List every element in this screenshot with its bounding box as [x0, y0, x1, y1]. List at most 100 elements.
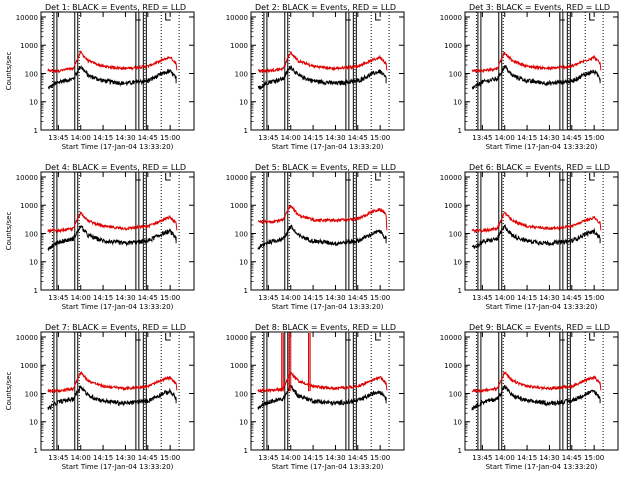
bracket-mark	[375, 333, 381, 341]
y-tick-label: 1000	[444, 362, 462, 370]
y-tick-label: 10	[29, 419, 38, 427]
x-tick-label: 14:15	[93, 294, 113, 302]
panel-title: Det 9: BLACK = Events, RED = LLD	[469, 323, 610, 332]
x-tick-label: 13:45	[472, 294, 492, 302]
lld-series	[471, 211, 602, 234]
panel-title: Det 3: BLACK = Events, RED = LLD	[469, 3, 610, 12]
x-tick-label: 15:00	[160, 454, 180, 462]
x-tick-label: 14:00	[495, 454, 515, 462]
bracket-mark	[345, 333, 351, 341]
x-tick-label: 13:45	[48, 134, 68, 142]
x-tick-label: 14:30	[539, 134, 559, 142]
x-tick-label: 13:45	[472, 454, 492, 462]
x-tick-label: 14:15	[303, 294, 323, 302]
panel-title: Det 5: BLACK = Events, RED = LLD	[255, 163, 396, 172]
panel-1: Det 1: BLACK = Events, RED = LLD 1 10 100 10…	[5, 3, 195, 151]
y-tick-label: 1	[244, 127, 248, 135]
y-tick-label: 10000	[16, 174, 38, 182]
y-tick-label: 100	[449, 230, 462, 238]
x-tick-label: 14:15	[517, 134, 537, 142]
panel-2: Det 2: BLACK = Events, RED = LLD 1 10 100 10…	[226, 3, 405, 151]
panel-8: Det 8: BLACK = Events, RED = LLD 1 10 100 10…	[226, 323, 405, 471]
panel-title: Det 7: BLACK = Events, RED = LLD	[45, 323, 186, 332]
x-tick-label: 14:45	[562, 294, 582, 302]
x-tick-label: 14:00	[495, 294, 515, 302]
y-tick-label: 1	[458, 127, 462, 135]
y-tick-label: 100	[235, 230, 248, 238]
events-series	[471, 224, 601, 250]
lld-series	[257, 371, 388, 394]
bracket-mark	[345, 173, 351, 181]
y-tick-label: 1	[458, 447, 462, 455]
x-tick-label: 15:00	[370, 134, 390, 142]
bracket-mark	[589, 173, 595, 181]
y-tick-label: 10	[29, 259, 38, 267]
x-tick-label: 14:30	[325, 134, 345, 142]
x-tick-label: 14:15	[93, 454, 113, 462]
y-tick-label: 10000	[16, 334, 38, 342]
x-tick-label: 15:00	[160, 134, 180, 142]
x-axis-label: Start Time (17-Jan-04 13:33:20)	[62, 143, 174, 151]
y-tick-label: 100	[449, 70, 462, 78]
bracket-mark	[165, 13, 171, 21]
x-tick-label: 13:45	[472, 134, 492, 142]
y-tick-label: 1	[244, 447, 248, 455]
bracket-mark	[135, 173, 141, 181]
x-axis-label: Start Time (17-Jan-04 13:33:20)	[272, 463, 384, 471]
bracket-mark	[589, 13, 595, 21]
y-tick-label: 1000	[20, 362, 38, 370]
x-tick-label: 14:45	[138, 294, 158, 302]
events-series	[257, 64, 387, 91]
plot-frame	[40, 171, 195, 291]
y-tick-label: 10	[453, 99, 462, 107]
panel-title: Det 4: BLACK = Events, RED = LLD	[45, 163, 186, 172]
x-tick-label: 13:45	[258, 294, 278, 302]
x-tick-label: 15:00	[370, 294, 390, 302]
events-series	[471, 64, 601, 91]
events-series	[257, 384, 387, 411]
panel-6: Det 6: BLACK = Events, RED = LLD 1 10 100 10…	[440, 163, 619, 311]
panel-title: Det 2: BLACK = Events, RED = LLD	[255, 3, 396, 12]
x-tick-label: 13:45	[48, 454, 68, 462]
plot-frame	[464, 331, 619, 451]
lld-series	[47, 50, 178, 74]
y-axis-label: Counts/sec	[5, 372, 13, 411]
x-tick-label: 14:15	[303, 454, 323, 462]
panel-title: Det 8: BLACK = Events, RED = LLD	[255, 323, 396, 332]
x-tick-label: 14:00	[281, 134, 301, 142]
events-series	[47, 64, 177, 90]
x-axis-label: Start Time (17-Jan-04 13:33:20)	[62, 303, 174, 311]
bracket-mark	[135, 13, 141, 21]
panel-5: Det 5: BLACK = Events, RED = LLD 1 10 100 10…	[226, 163, 405, 311]
y-tick-label: 10000	[440, 334, 462, 342]
x-tick-label: 13:45	[48, 294, 68, 302]
x-tick-label: 15:00	[370, 454, 390, 462]
y-tick-label: 100	[25, 230, 38, 238]
y-tick-label: 1000	[230, 362, 248, 370]
x-axis-label: Start Time (17-Jan-04 13:33:20)	[486, 303, 598, 311]
y-tick-label: 10	[239, 259, 248, 267]
x-tick-label: 14:30	[539, 454, 559, 462]
y-tick-label: 10000	[226, 14, 248, 22]
x-tick-label: 14:00	[71, 454, 91, 462]
x-axis-label: Start Time (17-Jan-04 13:33:20)	[272, 143, 384, 151]
x-tick-label: 14:45	[348, 134, 368, 142]
bracket-mark	[589, 333, 595, 341]
x-tick-label: 14:45	[562, 454, 582, 462]
panel-9: Det 9: BLACK = Events, RED = LLD 1 10 100 10…	[440, 323, 619, 471]
x-axis-label: Start Time (17-Jan-04 13:33:20)	[486, 463, 598, 471]
y-tick-label: 1	[34, 447, 38, 455]
plot-frame	[464, 171, 619, 291]
x-tick-label: 14:15	[517, 294, 537, 302]
plot-frame	[250, 11, 405, 131]
x-axis-label: Start Time (17-Jan-04 13:33:20)	[62, 463, 174, 471]
x-tick-label: 14:00	[71, 294, 91, 302]
y-tick-label: 1	[244, 287, 248, 295]
y-tick-label: 10000	[226, 174, 248, 182]
plot-frame	[464, 11, 619, 131]
bracket-mark	[559, 333, 565, 341]
x-tick-label: 14:30	[115, 294, 135, 302]
x-axis-label: Start Time (17-Jan-04 13:33:20)	[486, 143, 598, 151]
y-tick-label: 10	[239, 99, 248, 107]
lld-series	[471, 51, 602, 74]
